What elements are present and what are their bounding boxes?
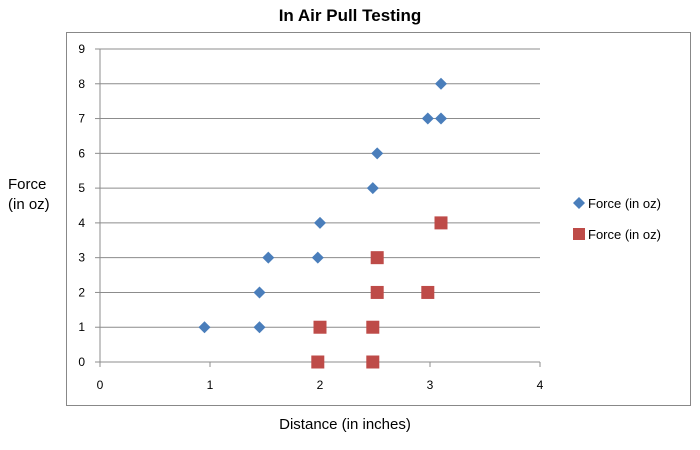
legend-item-series-1: Force (in oz) <box>572 193 661 213</box>
legend-label-series-1: Force (in oz) <box>588 195 661 211</box>
y-axis-label-line-2: (in oz) <box>8 196 50 213</box>
y-tick-label: 9 <box>78 42 85 56</box>
data-point-series-2 <box>366 320 380 334</box>
square-marker-icon <box>572 227 586 241</box>
chart-title: In Air Pull Testing <box>278 6 422 25</box>
x-tick-label: 1 <box>207 378 214 392</box>
y-tick-label: 8 <box>78 77 85 91</box>
data-point-series-1 <box>253 321 266 334</box>
x-tick-label: 3 <box>427 378 434 392</box>
y-axis-label-line-1: Force <box>8 176 47 193</box>
data-point-series-2 <box>421 285 435 299</box>
data-point-series-1 <box>253 286 266 299</box>
data-point-series-1 <box>421 112 434 125</box>
data-point-series-1 <box>366 182 379 195</box>
x-tick-label: 2 <box>317 378 324 392</box>
legend-item-series-2: Force (in oz) <box>572 224 661 244</box>
data-point-series-2 <box>370 251 384 265</box>
data-point-series-2 <box>311 355 325 369</box>
data-point-series-2 <box>434 216 448 230</box>
y-tick-label: 5 <box>78 181 85 195</box>
legend-label-series-2: Force (in oz) <box>588 226 661 242</box>
y-tick-label: 1 <box>78 320 85 334</box>
legend: Force (in oz) Force (in oz) <box>572 193 661 255</box>
data-point-series-1 <box>314 216 326 229</box>
data-point-series-1 <box>198 321 211 334</box>
y-tick-label: 3 <box>78 251 85 265</box>
y-tick-label: 6 <box>78 146 85 160</box>
data-point-series-1 <box>311 251 324 264</box>
y-tick-label: 7 <box>78 112 85 126</box>
y-tick-label: 0 <box>78 355 85 369</box>
diamond-marker-icon <box>572 196 586 210</box>
x-axis-label: Distance (in inches) <box>279 416 411 433</box>
x-tick-label: 0 <box>97 378 104 392</box>
y-tick-label: 4 <box>78 216 85 230</box>
data-point-series-1 <box>262 251 275 264</box>
data-point-series-2 <box>366 355 380 369</box>
data-point-series-2 <box>313 320 327 334</box>
data-point-series-1 <box>371 147 384 160</box>
data-point-series-2 <box>370 285 384 299</box>
data-point-series-1 <box>435 112 447 125</box>
y-axis-label: Force (in oz) <box>8 175 68 215</box>
data-point-series-1 <box>435 77 447 90</box>
plot-area-frame <box>66 32 691 406</box>
y-tick-label: 2 <box>78 285 85 299</box>
x-tick-label: 4 <box>537 378 544 392</box>
